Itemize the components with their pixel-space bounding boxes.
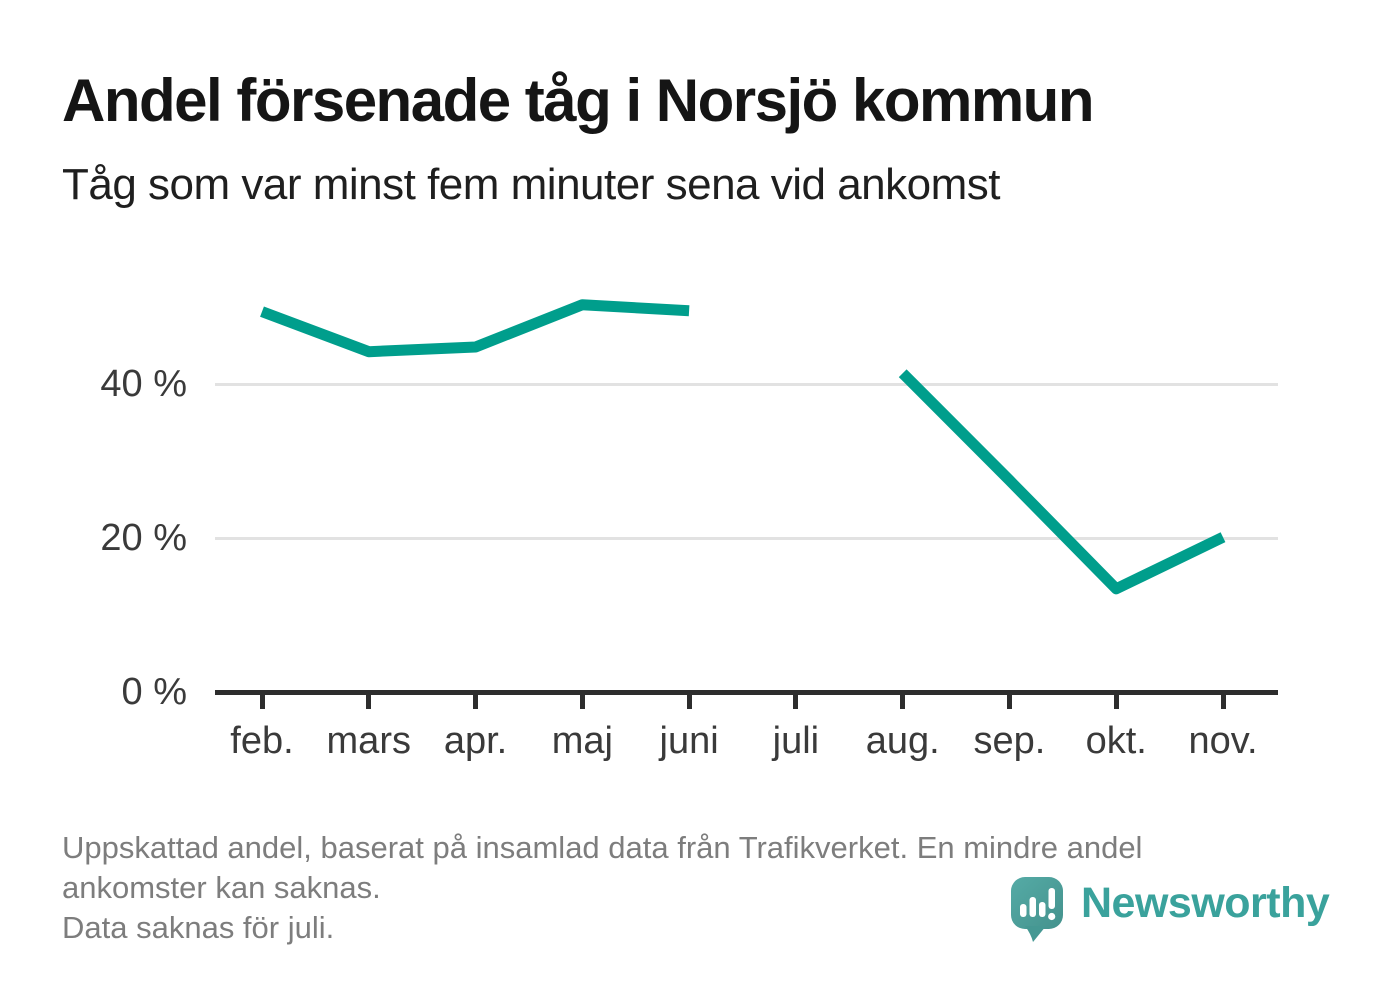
x-tick-mark bbox=[900, 695, 906, 709]
y-tick-label: 20 % bbox=[100, 517, 187, 559]
y-tick-label: 0 % bbox=[121, 671, 187, 713]
x-tick-label: aug. bbox=[865, 720, 940, 762]
x-tick-label: juli bbox=[772, 720, 820, 762]
x-tick-mark bbox=[259, 695, 265, 709]
x-tick-label: maj bbox=[551, 720, 613, 762]
footnote-line: Uppskattad andel, baserat på insamlad da… bbox=[62, 830, 1143, 865]
chart-title: Andel försenade tåg i Norsjö kommun bbox=[62, 67, 1095, 134]
x-tick-mark bbox=[1006, 695, 1012, 709]
newsworthy-logo: Newsworthy bbox=[1010, 876, 1330, 944]
y-tick-label: 40 % bbox=[100, 363, 187, 405]
newsworthy-wordmark: Newsworthy bbox=[1081, 879, 1330, 927]
x-tick-label: sep. bbox=[973, 720, 1046, 762]
gridline bbox=[215, 536, 1278, 540]
x-tick-label: juni bbox=[659, 720, 719, 762]
x-tick-mark bbox=[579, 695, 585, 709]
x-axis-line bbox=[215, 689, 1278, 695]
x-tick-label: nov. bbox=[1188, 720, 1258, 762]
x-tick-mark bbox=[1113, 695, 1119, 709]
series-line bbox=[898, 369, 1226, 595]
footnote: Uppskattad andel, baserat på insamlad da… bbox=[62, 828, 1142, 948]
newsworthy-logo-icon bbox=[1011, 877, 1063, 942]
x-tick-mark bbox=[473, 695, 479, 709]
x-tick-label: okt. bbox=[1085, 720, 1147, 762]
series-line bbox=[260, 299, 690, 358]
x-tick-label: feb. bbox=[230, 720, 294, 762]
x-tick-label: apr. bbox=[443, 720, 508, 762]
x-tick-mark bbox=[366, 695, 372, 709]
chart-subtitle: Tåg som var minst fem minuter sena vid a… bbox=[62, 160, 1001, 209]
gridline bbox=[215, 382, 1278, 386]
x-tick-mark bbox=[686, 695, 692, 709]
x-tick-label: mars bbox=[326, 720, 411, 762]
x-tick-mark bbox=[793, 695, 799, 709]
footnote-line: ankomster kan saknas. bbox=[62, 870, 381, 905]
footnote-line: Data saknas för juli. bbox=[62, 910, 335, 945]
x-tick-mark bbox=[1220, 695, 1226, 709]
